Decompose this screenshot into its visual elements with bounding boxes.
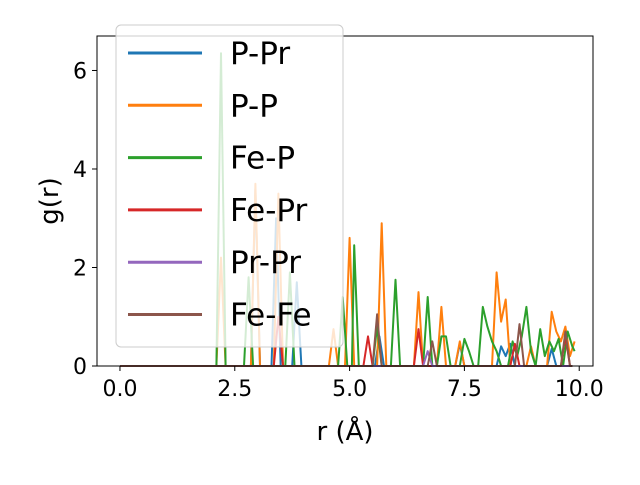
- x-tick-label: 10.0: [555, 377, 604, 402]
- legend-label: Fe-Pr: [230, 193, 308, 229]
- x-tick-label: 7.5: [447, 377, 482, 402]
- x-tick-label: 2.5: [217, 377, 252, 402]
- legend-label: Fe-P: [230, 141, 295, 177]
- y-tick-label: 2: [73, 256, 87, 281]
- x-tick-label: 5.0: [332, 377, 367, 402]
- legend-label: P-P: [230, 88, 278, 124]
- legend: P-Pr P-P Fe-P Fe-Pr Pr-Pr Fe-Fe: [115, 24, 344, 348]
- legend-label: Fe-Fe: [230, 298, 312, 334]
- legend-label: Pr-Pr: [230, 245, 301, 281]
- plot-frame: [96, 35, 594, 367]
- y-tick-label: 4: [73, 158, 87, 183]
- legend-label: P-Pr: [230, 36, 290, 72]
- y-axis-label: g(r): [35, 177, 65, 224]
- y-tick-label: 0: [73, 355, 87, 380]
- x-axis-label: r (Å): [316, 415, 373, 447]
- y-tick-label: 6: [73, 59, 87, 84]
- x-tick-label: 0.0: [102, 377, 137, 402]
- axis-ticks: 0.0 2.5 5.0 7.5 10.0 0 2 4 6: [73, 59, 604, 402]
